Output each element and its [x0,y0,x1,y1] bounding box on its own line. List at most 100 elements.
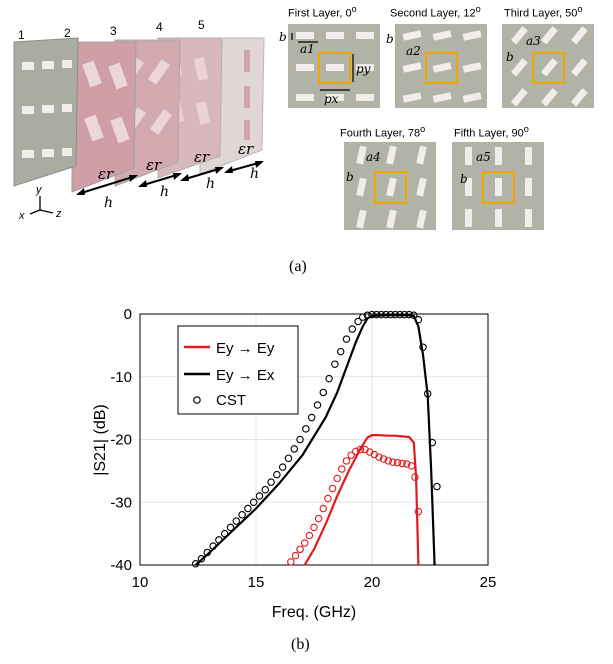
series-point-2 [232,517,241,525]
series-point-2 [336,347,345,356]
dim-a3: a3 [526,34,541,48]
series-point-3 [375,453,383,461]
legend-swatch-cst [193,396,201,404]
y-tick-label: -10 [110,369,132,386]
series-point-3 [338,465,346,473]
series-point-2 [307,413,316,422]
axis-label-x: x [19,210,25,222]
series-point-2 [405,310,413,319]
slot-array [465,147,532,227]
series-point-2 [386,310,395,319]
series-point-2 [284,454,293,463]
axis-label-y: y [36,184,42,196]
series-point-2 [261,485,270,494]
coordinate-axes [29,196,54,215]
dim-a5: a5 [476,150,491,164]
x-tick-label: 10 [132,574,149,591]
series-point-2 [391,310,399,319]
dim-a1: a1 [300,42,315,56]
h-label-4: h [250,166,260,182]
unit-cell-highlight [532,52,565,84]
unit-cell-highlight [374,171,407,204]
figure-a: 1 2 3 4 5 εr εr εr εr h h h h y x z Firs… [0,0,613,290]
series-point-3 [324,494,332,503]
series-point-2 [296,435,304,444]
series-point-3 [389,458,397,466]
series-point-3 [300,539,309,547]
series-point-2 [358,313,367,321]
h-label-3: h [206,176,216,192]
series-point-2 [348,325,357,333]
series-point-2 [278,463,287,471]
y-axis-label: |S21| (dB) [92,404,109,475]
series-point-2 [220,529,229,538]
series-point-2 [414,315,423,324]
stacked-layers-illustration [13,37,265,215]
series-point-2 [423,389,432,398]
legend-label-ey-ey: Ey → Ey [216,340,275,357]
x-axis-label: Freq. (GHz) [272,604,356,621]
series-point-3 [398,459,406,468]
series-line-1 [194,314,436,566]
series-point-2 [203,548,212,557]
layer-title-third: Third Layer, 50 [504,7,578,20]
series-point-3 [287,558,295,566]
epsilon-label-3: εr [194,148,210,166]
series-point-2 [363,311,372,320]
series-point-2 [396,310,404,319]
s21-chart: 10 15 20 25 0 -10 -20 -30 -40 Freq. (GHz) |S21| … [92,306,496,621]
series-point-2 [433,482,441,491]
epsilon-label-4: εr [238,140,254,158]
caption-b: (b) [291,636,310,653]
axis-label-z: z [56,208,62,220]
series-point-3 [314,514,323,523]
series-point-3 [414,507,423,516]
series-point-2 [410,311,418,320]
series-point-3 [347,451,355,459]
series-point-2 [342,335,351,343]
legend-label-cst: CST [216,392,246,409]
h-label-1: h [104,195,114,211]
series-point-3 [342,457,351,465]
series-point-2 [428,438,437,447]
chart-legend: Ey → Ey Ey → Ex CST [177,325,299,415]
series-point-3 [305,531,314,540]
series-point-2 [238,511,246,519]
series-point-2 [191,559,200,568]
series-point-3 [352,447,360,456]
series-point-3 [379,455,388,463]
layer-title-first: First Layer, 0 [288,7,352,20]
series-point-3 [310,523,318,532]
dim-b-first: b [279,30,287,44]
series-point-3 [296,545,304,554]
slot-array [291,32,374,101]
series-point-2 [354,317,362,326]
layer-panel-1 [13,37,79,187]
legend-label-ey-ex: Ey → Ex [216,367,275,384]
panel-number-4: 4 [156,20,163,34]
dim-a4: a4 [366,150,381,164]
series-point-2 [319,388,328,397]
x-tick-label: 15 [248,574,265,591]
x-tick-label: 25 [480,574,497,591]
series-point-3 [356,445,365,454]
series-point-2 [302,425,310,433]
series-point-2 [382,310,390,319]
slot-array [402,30,482,103]
series-point-2 [290,445,299,453]
layer-title-fourth: Fourth Layer, 78 [340,127,421,140]
series-point-2 [244,504,252,513]
series-point-2 [419,343,427,352]
dim-b-second: b [386,32,394,46]
panel-number-5: 5 [198,18,205,32]
layer-title-second: Second Layer, 12 [390,7,476,20]
dim-b-fourth: b [346,170,354,184]
axis-ticks: 10 15 20 25 0 -10 -20 -30 -40 [110,306,496,591]
series-point-2 [400,310,409,319]
series-point-2 [372,310,381,319]
y-tick-label: 0 [124,306,132,323]
chart-series [191,310,441,568]
unit-cell-highlight [482,171,515,204]
series-point-3 [333,474,341,483]
series-point-2 [197,554,206,563]
